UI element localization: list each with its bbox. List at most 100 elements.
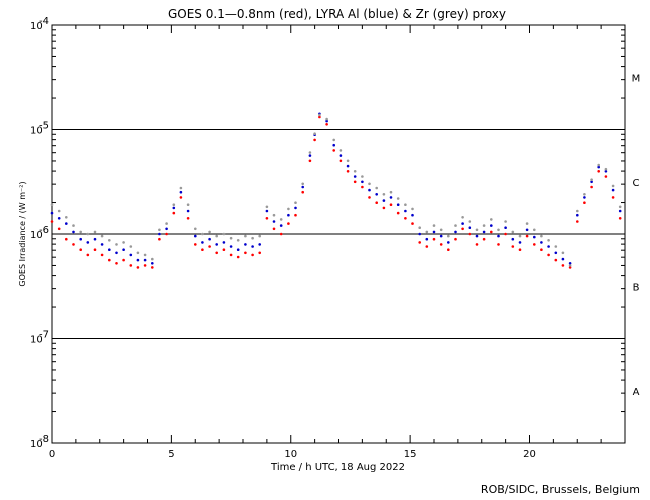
series-2-point-20 [194, 227, 197, 231]
series-2-point-18 [179, 186, 183, 190]
series-0-point-66 [518, 248, 522, 251]
series-2-point-25 [229, 236, 233, 240]
series-0-point-77 [597, 170, 600, 173]
series-0-point-14 [151, 266, 154, 269]
series-0-point-25 [229, 253, 233, 257]
series-2-point-73 [568, 264, 572, 267]
series-1-point-72 [561, 257, 565, 261]
series-2-point-17 [172, 203, 176, 206]
series-2-point-42 [346, 159, 350, 163]
series-0-point-35 [301, 190, 305, 194]
series-0-point-2 [65, 237, 68, 241]
series-1-point-20 [194, 234, 197, 238]
series-2-point-11 [129, 245, 133, 248]
series-1-point-13 [143, 258, 147, 262]
series-2-point-31 [272, 213, 276, 217]
series-0-point-78 [604, 175, 608, 178]
series-0-point-54 [432, 237, 436, 241]
series-0-point-32 [279, 232, 283, 236]
series-2-point-65 [511, 230, 515, 234]
series-2-point-78 [604, 167, 608, 171]
series-2-point-8 [108, 239, 111, 242]
series-0-point-28 [251, 253, 254, 257]
series-0-point-40 [332, 149, 336, 152]
series-2-point-41 [339, 149, 343, 152]
y-axis-ticks: 10-810-710-610-510-4 [30, 16, 625, 450]
series-2-point-59 [468, 220, 472, 223]
series-2-point-38 [318, 113, 321, 117]
flare-class-label-b: B [633, 282, 640, 293]
series-2-point-53 [425, 230, 429, 234]
series-0-point-34 [294, 213, 297, 217]
series-1-point-45 [368, 188, 371, 192]
series-0-point-13 [143, 264, 147, 267]
series-0-point-16 [165, 232, 168, 236]
series-0-point-73 [568, 266, 572, 269]
series-2-point-2 [65, 216, 68, 219]
series-2-point-26 [236, 239, 240, 242]
series-1-point-34 [294, 206, 297, 210]
series-0-point-30 [265, 217, 269, 220]
series-2-point-47 [382, 193, 386, 196]
x-tick-label: 10 [284, 449, 297, 460]
series-0-point-79 [611, 196, 615, 199]
series-2-point-77 [597, 163, 600, 167]
series-2-point-74 [576, 209, 579, 213]
series-0-point-11 [129, 264, 133, 267]
series-2-point-70 [547, 239, 550, 242]
series-1-point-41 [339, 154, 343, 157]
series-1-point-76 [590, 180, 593, 184]
series-1-point-43 [353, 175, 357, 178]
x-tick-label: 15 [404, 449, 417, 460]
series-2-point-52 [418, 226, 422, 229]
series-2-point-67 [525, 222, 529, 225]
series-1-point-59 [468, 226, 472, 229]
series-0-point-76 [590, 185, 593, 189]
series-1-point-39 [325, 119, 328, 123]
series-1-point-24 [222, 241, 226, 244]
series-2-point-39 [325, 117, 328, 121]
series-0-point-19 [186, 217, 190, 220]
series-0-point-5 [86, 253, 90, 257]
series-1-point-67 [525, 228, 529, 232]
series-2-point-6 [93, 230, 97, 234]
series-1-point-27 [244, 243, 247, 246]
y-tick-label-base: 10 [30, 126, 43, 137]
series-1-point-42 [346, 164, 350, 168]
data-series [50, 112, 622, 269]
series-0-point-20 [194, 243, 197, 246]
flare-class-label-a: A [633, 387, 640, 398]
series-1-point-33 [287, 213, 290, 217]
series-0-point-48 [389, 203, 393, 206]
series-1-point-28 [251, 245, 254, 248]
series-1 [50, 112, 622, 265]
series-2 [50, 113, 622, 267]
series-0-point-21 [201, 248, 204, 251]
series-1-point-40 [332, 143, 336, 147]
series-2-point-48 [389, 190, 393, 194]
series-0-point-3 [72, 243, 75, 246]
series-0-point-52 [418, 241, 422, 244]
series-2-point-22 [208, 230, 211, 234]
series-2-point-46 [375, 186, 379, 190]
series-1-point-25 [229, 245, 233, 248]
series-1-point-65 [511, 237, 515, 241]
series-0-point-71 [554, 258, 558, 262]
series-1-point-54 [432, 230, 436, 234]
series-0-point-59 [468, 232, 472, 236]
x-axis-ticks: 0 5 10 15 20 [49, 25, 626, 460]
series-0-point-53 [425, 245, 429, 248]
series-2-point-24 [222, 232, 226, 236]
series-2-point-29 [258, 234, 262, 238]
series-2-point-30 [265, 205, 269, 209]
series-1-point-7 [100, 243, 104, 246]
series-1-point-57 [454, 230, 457, 234]
series-0-point-10 [122, 258, 125, 262]
series-0-point-80 [618, 217, 622, 220]
series-2-point-9 [115, 243, 118, 246]
series-1-point-18 [179, 190, 183, 194]
series-0-point-75 [583, 201, 586, 204]
series-1-point-1 [57, 217, 61, 220]
series-0-point-41 [339, 159, 343, 163]
series-0-point-38 [318, 115, 321, 119]
